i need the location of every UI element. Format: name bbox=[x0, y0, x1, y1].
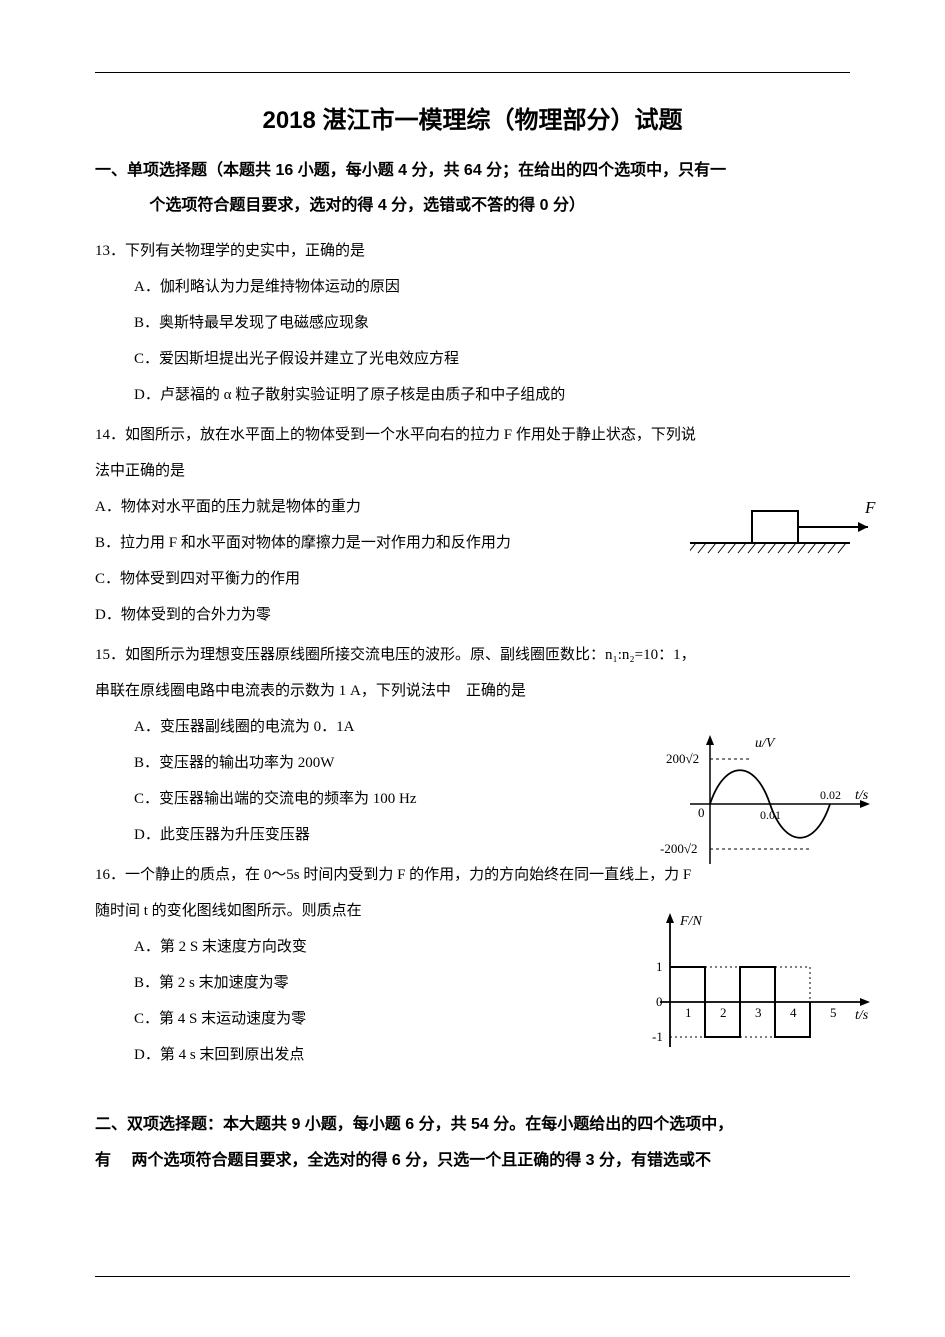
q16-figure-x-label: t/s bbox=[855, 1008, 869, 1023]
q13-option-b: B．奥斯特最早发现了电磁感应现象 bbox=[95, 305, 850, 341]
q15-figure-y-top: 200√2 bbox=[666, 751, 699, 766]
section1-line2: 个选项符合题目要求，选对的得 4 分，选错或不答的得 0 分） bbox=[95, 188, 850, 223]
page-rule-bottom bbox=[95, 1276, 850, 1277]
question-15: 15．如图所示为理想变压器原线圈所接交流电压的波形。原、副线圈匝数比：n₁:n₂… bbox=[95, 637, 850, 853]
section2-heading: 二、双项选择题：本大题共 9 小题，每小题 6 分，共 54 分。在每小题给出的… bbox=[95, 1107, 850, 1177]
q16-figure-x2: 2 bbox=[720, 1005, 727, 1020]
q16-figure-x5: 5 bbox=[830, 1005, 837, 1020]
q15-figure-x-label: t/s bbox=[855, 788, 869, 803]
q16-figure-y1: 1 bbox=[656, 959, 663, 974]
q16-figure-x4: 4 bbox=[790, 1005, 797, 1020]
q14-stem-1: 14．如图所示，放在水平面上的物体受到一个水平向右的拉力 F 作用处于静止状态，… bbox=[95, 417, 850, 453]
q16-figure-yn1: -1 bbox=[652, 1029, 663, 1044]
page-rule-top bbox=[95, 72, 850, 73]
q15-figure-y-label: u/V bbox=[755, 736, 776, 751]
q15-stem-1: 15．如图所示为理想变压器原线圈所接交流电压的波形。原、副线圈匝数比：n₁:n₂… bbox=[95, 637, 850, 673]
q16-figure-x3: 3 bbox=[755, 1005, 762, 1020]
q15-figure-x2: 0.02 bbox=[820, 788, 841, 802]
q14-stem-2: 法中正确的是 bbox=[95, 453, 850, 489]
section2-line2: 有 两个选项符合题目要求，全选对的得 6 分，只选一个且正确的得 3 分，有错选… bbox=[95, 1152, 711, 1169]
q13-option-a: A．伽利略认为力是维持物体运动的原因 bbox=[95, 269, 850, 305]
q16-figure-y0: 0 bbox=[656, 994, 663, 1009]
section1-line1: 一、单项选择题（本题共 16 小题，每小题 4 分，共 64 分；在给出的四个选… bbox=[95, 162, 726, 179]
q14-option-c: C．物体受到四对平衡力的作用 bbox=[95, 561, 850, 597]
q15-figure-zero: 0 bbox=[698, 805, 705, 820]
question-14: 14．如图所示，放在水平面上的物体受到一个水平向右的拉力 F 作用处于静止状态，… bbox=[95, 417, 850, 633]
q16-figure: F/N t/s 1 0 -1 1 2 3 4 5 bbox=[630, 907, 880, 1057]
q14-figure-force-label: F bbox=[864, 498, 876, 517]
spacer bbox=[95, 1077, 850, 1101]
q15-figure-x1: 0.01 bbox=[760, 808, 781, 822]
q16-figure-y-label: F/N bbox=[679, 914, 702, 929]
q15-figure-y-bot: -200√2 bbox=[660, 841, 697, 856]
question-13: 13．下列有关物理学的史实中，正确的是 A．伽利略认为力是维持物体运动的原因 B… bbox=[95, 233, 850, 413]
page-title: 2018 湛江市一模理综（物理部分）试题 bbox=[95, 100, 850, 135]
q16-stem-1: 16．一个静止的质点，在 0～5s 时间内受到力 F 的作用，力的方向始终在同一… bbox=[95, 857, 850, 893]
q13-stem: 13．下列有关物理学的史实中，正确的是 bbox=[95, 233, 850, 269]
section1-heading: 一、单项选择题（本题共 16 小题，每小题 4 分，共 64 分；在给出的四个选… bbox=[95, 153, 850, 223]
q15-stem-2: 串联在原线圈电路中电流表的示数为 1 A，下列说法中 正确的是 bbox=[95, 673, 850, 709]
exam-page: 2018 湛江市一模理综（物理部分）试题 一、单项选择题（本题共 16 小题，每… bbox=[0, 0, 945, 1337]
q14-option-d: D．物体受到的合外力为零 bbox=[95, 597, 850, 633]
section2-line1: 二、双项选择题：本大题共 9 小题，每小题 6 分，共 54 分。在每小题给出的… bbox=[95, 1116, 733, 1133]
question-16: 16．一个静止的质点，在 0～5s 时间内受到力 F 的作用，力的方向始终在同一… bbox=[95, 857, 850, 1073]
q14-figure: F bbox=[690, 495, 880, 565]
q13-option-c: C．爱因斯坦提出光子假设并建立了光电效应方程 bbox=[95, 341, 850, 377]
q16-figure-x1: 1 bbox=[685, 1005, 692, 1020]
q13-option-d: D．卢瑟福的 α 粒子散射实验证明了原子核是由质子和中子组成的 bbox=[95, 377, 850, 413]
